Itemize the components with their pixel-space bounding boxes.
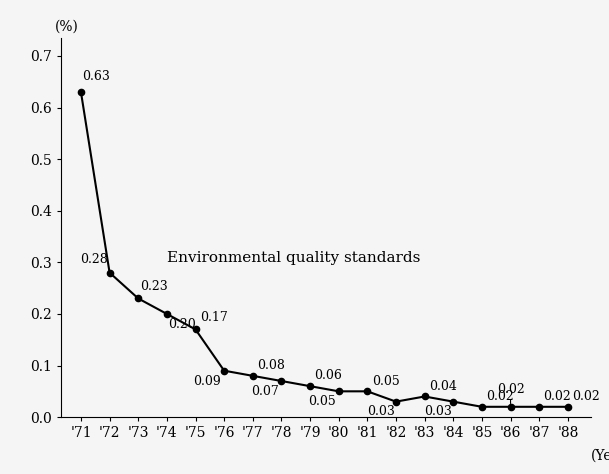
- Text: 0.63: 0.63: [82, 70, 110, 83]
- Text: 0.06: 0.06: [314, 369, 342, 382]
- Text: 0.28: 0.28: [80, 254, 108, 266]
- Text: Environmental quality standards: Environmental quality standards: [167, 251, 420, 265]
- Text: 0.03: 0.03: [424, 405, 452, 418]
- Text: 0.05: 0.05: [371, 375, 400, 388]
- Text: 0.05: 0.05: [308, 395, 336, 409]
- Text: 0.20: 0.20: [168, 318, 196, 331]
- Text: 0.02: 0.02: [543, 390, 571, 403]
- Text: (Year): (Year): [591, 449, 609, 463]
- Text: 0.23: 0.23: [139, 280, 167, 293]
- Text: 0.04: 0.04: [429, 380, 457, 393]
- Text: (%): (%): [55, 20, 79, 34]
- Text: 0.02: 0.02: [572, 390, 600, 403]
- Text: 0.03: 0.03: [367, 405, 395, 418]
- Text: 0.02: 0.02: [497, 383, 524, 396]
- Text: 0.17: 0.17: [200, 311, 228, 324]
- Text: 0.09: 0.09: [194, 375, 221, 388]
- Text: 0.02: 0.02: [486, 390, 514, 403]
- Text: 0.08: 0.08: [257, 359, 285, 372]
- Text: 0.07: 0.07: [251, 385, 278, 398]
